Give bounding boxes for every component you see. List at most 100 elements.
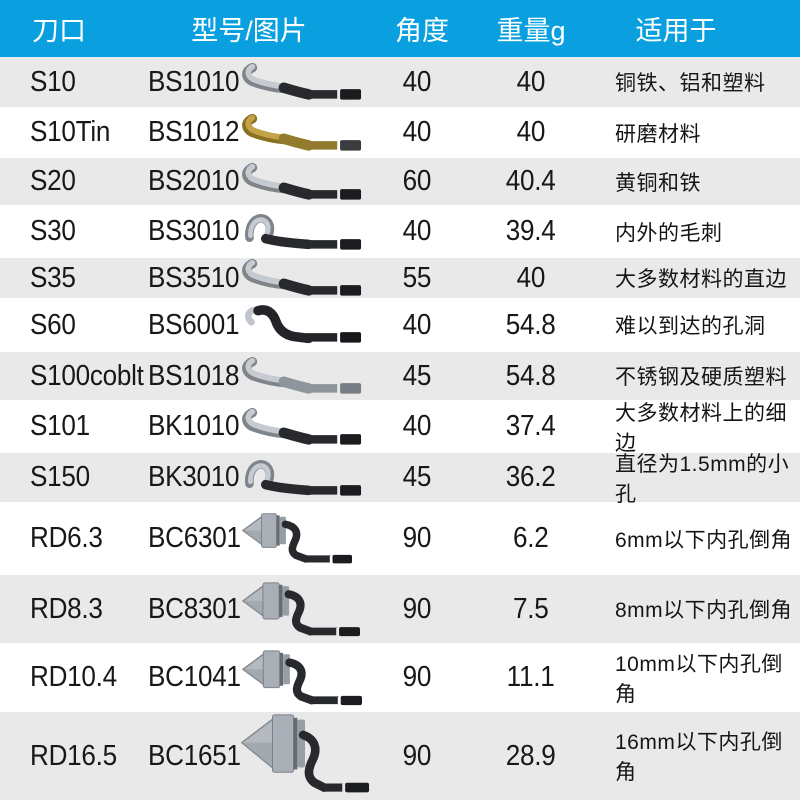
- application-text: 直径为1.5mm的小孔: [615, 452, 790, 506]
- blade-name: S20: [30, 165, 76, 197]
- header-model-image: 型号/图片: [191, 16, 307, 46]
- angle-cell: 45: [370, 360, 460, 393]
- weight-cell: 7.5: [460, 593, 590, 626]
- model-cell: BS3010: [148, 215, 240, 248]
- s-blade-icon: [242, 356, 362, 394]
- angle-cell: 90: [370, 593, 460, 626]
- blade-name-cell: RD16.5: [0, 740, 148, 773]
- angle-value: 40: [402, 410, 432, 442]
- model-cell: BS1018: [148, 360, 240, 393]
- model-number: BC1041: [148, 661, 241, 693]
- blade-name-cell: RD8.3: [0, 593, 148, 626]
- blade-name-cell: S101: [0, 410, 148, 443]
- angle-value: 45: [402, 359, 432, 392]
- model-cell: BC1041: [148, 661, 241, 694]
- weight-value: 40: [516, 65, 546, 98]
- s-blade-icon: [242, 407, 362, 445]
- angle-value: 40: [402, 116, 432, 148]
- application-cell: 黄铜和铁: [590, 167, 800, 197]
- header-application: 适用于: [635, 16, 717, 46]
- application-text: 16mm以下内孔倒角: [615, 731, 783, 784]
- model-cell: BS1010: [148, 66, 240, 99]
- model-number: BS3510: [148, 261, 240, 294]
- application-text: 10mm以下内孔倒角: [615, 652, 783, 706]
- blade-name-cell: S35: [0, 262, 148, 295]
- product-image-cell: [228, 710, 370, 800]
- model-cell: BS2010: [148, 165, 240, 198]
- angle-value: 40: [402, 65, 432, 98]
- blade-name-cell: RD10.4: [0, 661, 148, 694]
- model-number: BS2010: [148, 165, 240, 197]
- angle-value: 40: [402, 308, 432, 341]
- table-row: S20 BS2010 60 40.4 黄铜和铁: [0, 158, 800, 205]
- model-number: BK3010: [148, 461, 240, 493]
- model-cell: BS3510: [148, 262, 240, 295]
- model-cell: BC8301: [148, 593, 241, 626]
- model-number: BS1012: [148, 116, 240, 148]
- model-number: BK1010: [148, 410, 240, 442]
- application-cell: 不锈钢及硬质塑料: [590, 361, 800, 391]
- application-text: 8mm以下内孔倒角: [615, 599, 793, 622]
- weight-cell: 39.4: [460, 215, 590, 248]
- angle-value: 40: [402, 215, 432, 247]
- weight-cell: 36.2: [460, 461, 590, 494]
- table-row: S30 BS3010 40 39.4 内外的毛刺: [0, 205, 800, 258]
- s-blade-icon: [242, 258, 362, 296]
- blade-name: S101: [30, 410, 90, 442]
- weight-value: 11.1: [507, 661, 555, 693]
- blade-name: S150: [30, 461, 90, 493]
- blade-name-cell: S100coblt: [0, 360, 148, 393]
- product-image-cell: [228, 209, 370, 255]
- application-text: 6mm以下内孔倒角: [615, 528, 793, 552]
- countersink-bit-icon: [241, 581, 360, 636]
- blade-name-cell: S150: [0, 461, 148, 494]
- blade-name: RD16.5: [30, 739, 117, 772]
- angle-value: 45: [402, 461, 432, 493]
- angle-cell: 90: [370, 522, 460, 555]
- product-image-cell: [228, 159, 370, 205]
- model-number: BS1018: [148, 359, 240, 392]
- table-row: RD16.5 BC1651 90 28.9 16mm以下内孔倒角: [0, 712, 800, 800]
- angle-cell: 90: [370, 661, 460, 694]
- angle-cell: 40: [370, 66, 460, 99]
- application-text: 研磨材料: [615, 122, 701, 146]
- blade-name: S35: [30, 261, 76, 294]
- product-image-cell: [228, 511, 370, 566]
- angle-value: 90: [402, 592, 432, 625]
- blade-name-cell: S10: [0, 66, 148, 99]
- model-cell: BC6301: [148, 522, 241, 555]
- product-image-cell: [228, 580, 370, 639]
- model-cell: BC1651: [148, 740, 241, 773]
- blade-name-cell: RD6.3: [0, 522, 148, 555]
- application-cell: 内外的毛刺: [590, 217, 800, 247]
- application-cell: 研磨材料: [590, 118, 800, 148]
- model-number: BS1010: [148, 65, 240, 98]
- angle-cell: 40: [370, 215, 460, 248]
- countersink-bit-large-icon: [240, 714, 370, 793]
- weight-value: 54.8: [506, 359, 556, 392]
- blade-name-cell: S30: [0, 215, 148, 248]
- model-cell: BS6001: [148, 309, 240, 342]
- weight-cell: 40: [460, 116, 590, 149]
- angle-cell: 60: [370, 165, 460, 198]
- model-cell: BK3010: [148, 461, 240, 494]
- weight-value: 40: [516, 116, 546, 148]
- model-number: BS6001: [148, 308, 240, 341]
- weight-cell: 54.8: [460, 309, 590, 342]
- product-image-cell: [228, 59, 370, 105]
- angle-cell: 40: [370, 309, 460, 342]
- countersink-bit-icon: [241, 649, 362, 705]
- angle-value: 90: [402, 661, 432, 693]
- angle-value: 60: [402, 165, 432, 197]
- angle-cell: 55: [370, 262, 460, 295]
- weight-value: 6.2: [513, 522, 549, 554]
- product-image-cell: [228, 455, 370, 501]
- product-image-cell: [228, 255, 370, 301]
- model-number: BC6301: [148, 522, 241, 554]
- blade-name: S30: [30, 215, 76, 247]
- blade-name: RD6.3: [30, 522, 103, 554]
- application-cell: 6mm以下内孔倒角: [590, 524, 800, 554]
- angle-value: 90: [402, 522, 432, 554]
- weight-value: 40: [516, 261, 546, 294]
- application-text: 内外的毛刺: [615, 221, 723, 245]
